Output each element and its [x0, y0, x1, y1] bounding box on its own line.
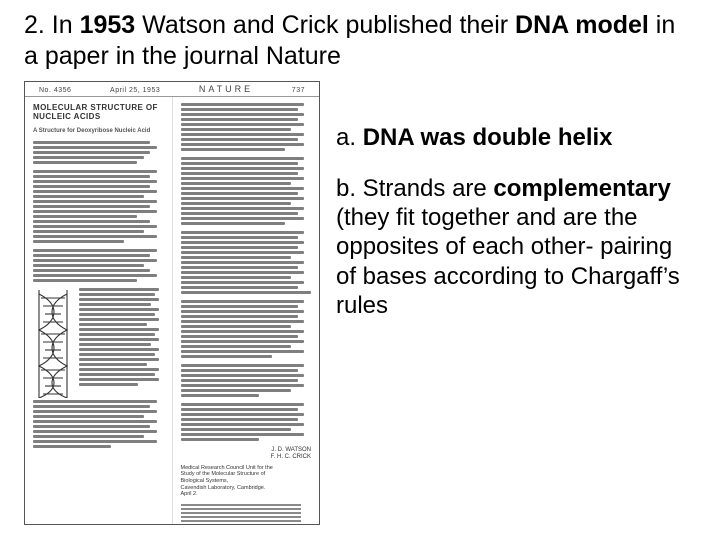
paper-text-block	[181, 157, 312, 225]
paper-text-block	[181, 231, 312, 294]
paper-text-block	[33, 400, 164, 448]
paper-text-block	[181, 403, 312, 441]
dna-helix-icon	[33, 290, 73, 398]
heading-prefix: 2. In	[24, 11, 80, 39]
notes-column: a. DNA was double helix b. Strands are c…	[336, 81, 696, 529]
paper-header-date: April 25, 1953	[110, 87, 160, 94]
paper-text-block	[33, 170, 164, 243]
paper-references	[181, 504, 312, 525]
paper-text-block	[181, 364, 312, 397]
paper-signature: J. D. WATSON F. H. C. CRICK	[181, 447, 312, 461]
paper-left-column: MOLECULAR STRUCTURE OF NUCLEIC ACIDS A S…	[25, 97, 172, 525]
paper-affiliation: Medical Research Council Unit for the St…	[181, 465, 312, 498]
heading: 2. In 1953 Watson and Crick published th…	[24, 10, 696, 73]
paper-header-left: No. 4356	[39, 87, 71, 94]
paper-header-journal: NATURE	[199, 84, 253, 94]
paper-right-column: J. D. WATSON F. H. C. CRICK Medical Rese…	[173, 97, 320, 525]
note-b-rest: (they fit together and are the opposites…	[336, 204, 680, 319]
affil-line: Medical Research Council Unit for the	[181, 465, 312, 472]
nature-paper-scan: No. 4356 April 25, 1953 NATURE 737 MOLEC…	[24, 81, 320, 525]
note-a: a. DNA was double helix	[336, 123, 696, 152]
note-b-prefix: b. Strands are	[336, 175, 493, 202]
paper-title-line1: MOLECULAR STRUCTURE OF	[33, 103, 158, 112]
paper-header: No. 4356 April 25, 1953 NATURE 737	[25, 82, 319, 97]
paper-subtitle: A Structure for Deoxyribose Nucleic Acid	[33, 128, 164, 135]
note-b: b. Strands are complementary (they fit t…	[336, 174, 696, 320]
paper-header-page: 737	[292, 87, 305, 94]
note-a-prefix: a.	[336, 124, 363, 151]
heading-bold2: DNA model	[515, 11, 649, 39]
paper-text-block	[33, 141, 164, 164]
paper-title-line2: NUCLEIC ACIDS	[33, 112, 101, 121]
note-b-bold: complementary	[493, 175, 670, 202]
content-row: No. 4356 April 25, 1953 NATURE 737 MOLEC…	[24, 81, 696, 529]
heading-year: 1953	[80, 11, 136, 39]
slide: 2. In 1953 Watson and Crick published th…	[0, 0, 720, 540]
affil-line: Cavendish Laboratory, Cambridge.	[181, 485, 312, 492]
paper-column: No. 4356 April 25, 1953 NATURE 737 MOLEC…	[24, 81, 320, 529]
helix-figure	[33, 290, 73, 398]
affil-line: April 2.	[181, 491, 312, 498]
note-a-bold: DNA was double helix	[363, 124, 613, 151]
heading-mid1: Watson and Crick published their	[135, 11, 515, 39]
paper-text-block	[181, 103, 312, 151]
paper-title: MOLECULAR STRUCTURE OF NUCLEIC ACIDS	[33, 103, 164, 122]
paper-text-block	[181, 300, 312, 358]
paper-text-block	[79, 288, 164, 388]
affil-line: Biological Systems,	[181, 478, 312, 485]
affil-line: Study of the Molecular Structure of	[181, 471, 312, 478]
author-1: J. D. WATSON	[181, 447, 312, 454]
paper-text-block	[33, 249, 164, 282]
paper-body: MOLECULAR STRUCTURE OF NUCLEIC ACIDS A S…	[25, 97, 319, 525]
author-2: F. H. C. CRICK	[181, 454, 312, 461]
paper-figure-paragraph	[33, 288, 164, 448]
